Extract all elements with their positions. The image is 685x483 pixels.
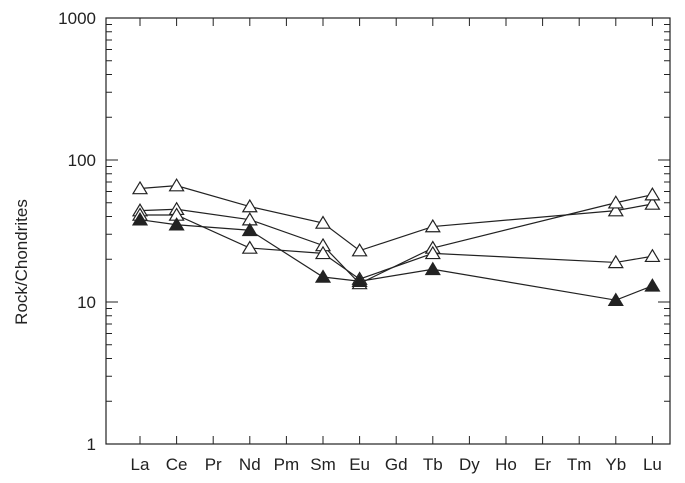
open-triangle-point [131,180,149,195]
open-triangle-point [351,242,368,257]
filled-triangle-point [351,273,368,288]
series-markers [131,177,661,306]
open-triangle-point [241,240,258,254]
x-tick-label: Tm [567,455,592,474]
y-tick-label: 100 [68,151,96,170]
open-triangle-point [644,196,661,210]
open-triangle-point [424,218,441,233]
x-tick-label: Ho [495,455,517,474]
y-tick-label: 10 [77,293,96,312]
series-line-4 [139,219,653,301]
open-triangle-point [607,202,624,217]
series-lines [139,185,653,301]
open-triangle-point [241,198,258,213]
series-line-2 [139,194,653,285]
open-triangle-point [644,186,661,201]
x-tick-label: Sm [310,455,336,474]
filled-triangle-point [424,261,441,276]
y-axis-label: Rock/Chondrites [12,199,31,325]
x-tick-label: Yb [605,455,626,474]
x-tick-label: Pr [205,455,222,474]
open-triangle-point [314,245,332,260]
filled-triangle-point [607,292,624,306]
plot-axes [105,17,671,445]
y-tick-label: 1000 [58,9,96,28]
open-triangle-point [607,195,624,209]
x-tick-label: Ce [166,455,188,474]
filled-triangle-point [131,212,149,226]
filled-triangle-point [241,222,258,237]
plot-frame [105,17,671,445]
filled-triangle-point [644,278,661,292]
x-tick-label: Eu [349,455,370,474]
x-tick-label: Lu [643,455,662,474]
series-line-1 [139,185,653,252]
x-tick-label: Pm [274,455,300,474]
series-line-3 [140,214,653,280]
open-triangle-point [168,177,185,192]
open-triangle-point [314,215,332,229]
open-triangle-point [607,254,624,269]
x-tick-label: Dy [459,455,480,474]
x-tick-labels: La Ce Pr Nd Pm Sm Eu Gd Tb Dy Ho Er Tm Yb Lu [131,455,662,474]
x-tick-label: La [131,455,150,474]
open-triangle-point [424,245,441,260]
filled-triangle-point [314,269,332,283]
y-tick-labels: 1 10 100 1000 [58,9,96,454]
open-triangle-point [644,248,661,263]
axis-ticks [106,17,670,445]
x-tick-label: Tb [423,455,443,474]
x-tick-label: Er [534,455,551,474]
x-tick-label: Nd [239,455,261,474]
filled-triangle-point [168,217,185,231]
y-tick-label: 1 [87,435,96,454]
x-tick-label: Gd [385,455,408,474]
